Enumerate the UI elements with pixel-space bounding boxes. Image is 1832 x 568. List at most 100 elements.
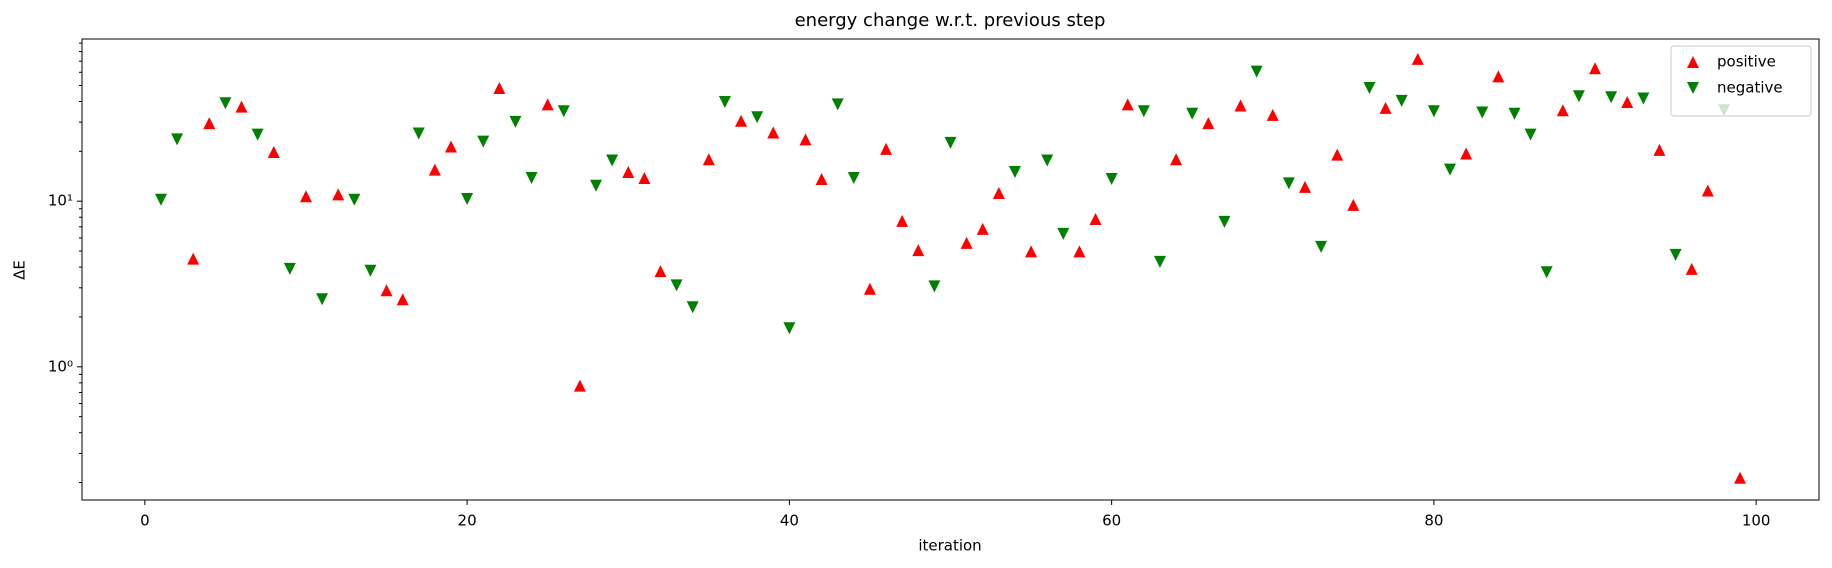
data-point xyxy=(735,114,748,127)
legend-label: positive xyxy=(1717,53,1776,71)
data-point xyxy=(686,301,699,314)
data-point xyxy=(348,193,361,206)
data-point xyxy=(622,166,635,179)
data-point xyxy=(541,98,554,111)
data-point xyxy=(1089,213,1102,226)
data-point xyxy=(1250,65,1263,78)
legend-label: negative xyxy=(1717,79,1783,97)
data-point xyxy=(783,322,796,335)
data-point xyxy=(1476,106,1489,119)
data-point xyxy=(1734,471,1747,484)
data-point xyxy=(1234,99,1247,112)
data-point xyxy=(1701,184,1714,197)
data-point xyxy=(1315,240,1328,253)
data-point xyxy=(1508,107,1521,120)
data-point xyxy=(171,133,184,146)
data-point xyxy=(1137,105,1150,118)
data-point xyxy=(412,127,425,140)
data-point xyxy=(702,153,715,166)
data-point xyxy=(976,222,989,235)
data-point xyxy=(1540,266,1553,279)
data-point xyxy=(815,173,828,186)
data-point xyxy=(1331,148,1344,161)
legend-marker xyxy=(1687,56,1699,68)
data-point xyxy=(1153,255,1166,268)
data-point xyxy=(670,279,683,292)
data-point xyxy=(606,154,619,167)
data-point xyxy=(1395,94,1408,107)
data-point xyxy=(1057,227,1070,240)
data-point xyxy=(396,293,409,306)
data-point xyxy=(557,105,570,118)
data-point xyxy=(1460,147,1473,160)
chart-title: energy change w.r.t. previous step xyxy=(795,10,1106,31)
data-point xyxy=(638,172,651,185)
x-axis-label: iteration xyxy=(918,537,981,555)
legend-marker xyxy=(1687,82,1699,94)
data-point xyxy=(1266,108,1279,121)
data-point xyxy=(1282,177,1295,190)
data-point xyxy=(1347,198,1360,211)
data-point xyxy=(944,136,957,149)
legend-box xyxy=(1670,45,1812,117)
data-point xyxy=(1218,215,1231,228)
data-point xyxy=(1379,101,1392,114)
data-point xyxy=(831,98,844,111)
data-point xyxy=(1202,117,1215,130)
data-point xyxy=(299,190,312,203)
data-point xyxy=(380,284,393,297)
data-point xyxy=(283,262,296,275)
data-point xyxy=(1492,70,1505,83)
y-axis-label: ΔE xyxy=(11,260,29,280)
data-point xyxy=(203,117,216,130)
x-tick-label: 0 xyxy=(140,512,150,530)
data-point xyxy=(332,188,345,201)
data-point xyxy=(1008,166,1021,179)
data-point xyxy=(912,244,925,257)
data-point xyxy=(493,82,506,95)
data-point xyxy=(718,95,731,108)
data-point xyxy=(1363,82,1376,95)
data-point xyxy=(863,282,876,295)
data-point xyxy=(187,252,200,265)
data-point xyxy=(1121,98,1134,111)
data-point xyxy=(928,280,941,293)
data-point xyxy=(1605,91,1618,104)
data-point xyxy=(1041,154,1054,167)
y-tick-label: 10¹ xyxy=(48,192,73,210)
data-point xyxy=(1556,104,1569,117)
x-tick-label: 60 xyxy=(1102,512,1121,530)
x-tick-label: 100 xyxy=(1742,512,1771,530)
data-point xyxy=(799,133,812,146)
data-point xyxy=(1427,105,1440,118)
data-point xyxy=(654,265,667,278)
plot-frame xyxy=(81,38,1820,501)
data-point xyxy=(1669,248,1682,261)
data-point xyxy=(251,128,264,141)
data-point xyxy=(1572,90,1585,103)
data-point xyxy=(880,142,893,155)
data-point xyxy=(1073,245,1086,258)
data-point xyxy=(1444,163,1457,176)
data-point xyxy=(1685,262,1698,275)
x-tick-label: 40 xyxy=(780,512,799,530)
data-point xyxy=(896,214,909,227)
data-point xyxy=(751,111,764,124)
data-point xyxy=(1170,153,1183,166)
data-point xyxy=(847,172,860,185)
data-point xyxy=(1524,128,1537,141)
data-point xyxy=(316,293,329,306)
data-point xyxy=(1025,245,1038,258)
data-point xyxy=(1621,95,1634,108)
data-point xyxy=(364,264,377,277)
data-point xyxy=(1411,52,1424,65)
data-point xyxy=(1298,180,1311,193)
x-tick-label: 80 xyxy=(1424,512,1443,530)
data-point xyxy=(1186,107,1199,120)
data-point xyxy=(1105,173,1118,186)
data-point xyxy=(992,187,1005,200)
data-point xyxy=(444,140,457,153)
data-point xyxy=(235,100,248,113)
